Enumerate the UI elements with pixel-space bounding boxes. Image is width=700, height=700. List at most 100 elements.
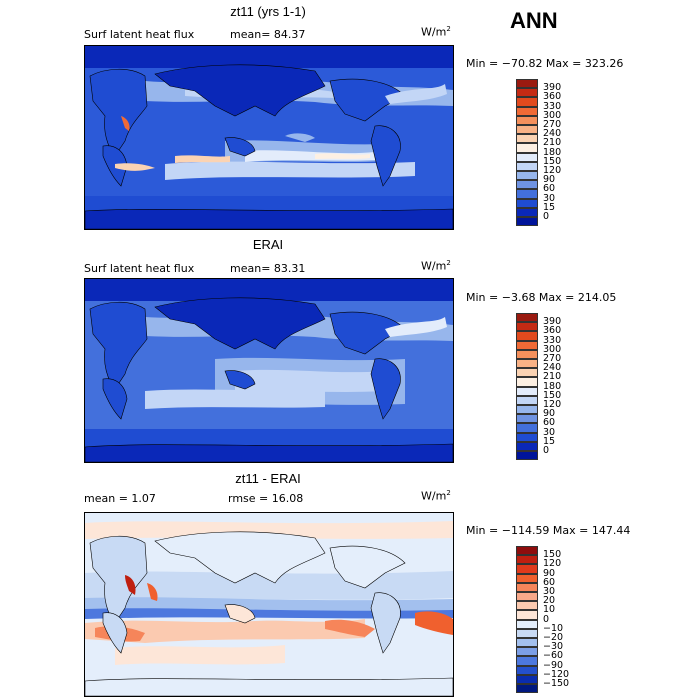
colorbar-tick-label: −60 — [543, 650, 564, 662]
colorbar-swatch — [516, 322, 538, 332]
colorbar-tick-label: 360 — [543, 325, 562, 337]
colorbar-tick-label: 20 — [543, 595, 556, 607]
panel2-mean: mean= 83.31 — [230, 262, 306, 275]
colorbar-tick-label: 390 — [543, 82, 562, 94]
colorbar-swatch — [516, 349, 538, 359]
colorbar-swatch — [516, 414, 538, 424]
colorbar-tick-label: 270 — [543, 119, 562, 130]
colorbar-tick-label: 90 — [543, 174, 556, 186]
colorbar-swatch — [516, 331, 538, 341]
colorbar-swatch — [516, 171, 538, 181]
colorbar-swatch — [516, 647, 538, 657]
panel2-title: ERAI — [252, 237, 284, 252]
panel2-variable-label: Surf latent heat flux — [84, 262, 195, 275]
colorbar-tick-label: 210 — [543, 137, 562, 149]
colorbar-tick-label: 360 — [543, 91, 562, 103]
panel3-units: W/m2 — [421, 489, 451, 503]
colorbar-tick-label: 120 — [543, 558, 562, 570]
colorbar-swatch — [516, 180, 538, 190]
colorbar-swatch — [516, 152, 538, 162]
colorbar-tick-label: 330 — [543, 100, 562, 112]
colorbar-swatch — [516, 405, 538, 415]
panel3-minmax: Min = −114.59 Max = 147.44 — [466, 524, 631, 537]
colorbar-swatch — [516, 441, 538, 451]
panel3-title: zt11 - ERAI — [235, 471, 301, 486]
colorbar-tick-label: 240 — [543, 362, 562, 374]
colorbar-tick-label: 150 — [543, 549, 562, 561]
colorbar-tick-label: −120 — [543, 668, 570, 680]
colorbar-swatch — [516, 656, 538, 666]
colorbar-tick-label: 300 — [543, 343, 562, 355]
colorbar-swatch — [516, 423, 538, 433]
colorbar-swatch — [516, 395, 538, 405]
colorbar-swatch — [516, 368, 538, 378]
colorbar-tick-label: 300 — [543, 109, 562, 121]
colorbar-swatch — [516, 564, 538, 574]
colorbar-tick-label: 210 — [543, 371, 562, 383]
colorbar-tick-label: 90 — [543, 408, 556, 420]
colorbar-tick-label: 390 — [543, 316, 562, 328]
colorbar-swatch — [516, 377, 538, 387]
colorbar-tick-label: 0 — [543, 613, 550, 625]
colorbar-swatch — [516, 161, 538, 171]
colorbar-tick-label: 30 — [543, 426, 556, 438]
colorbar-tick-label: −20 — [543, 632, 564, 643]
panel1-map — [84, 45, 454, 230]
colorbar-swatch — [516, 217, 538, 227]
colorbar-tick-label: 0 — [543, 211, 550, 222]
colorbar-tick-label: 120 — [543, 399, 562, 410]
colorbar-swatch — [516, 665, 538, 675]
colorbar-tick-label: −90 — [543, 659, 564, 671]
season-label: ANN — [510, 8, 558, 33]
colorbar-swatch — [516, 134, 538, 144]
colorbar-swatch — [516, 359, 538, 369]
colorbar-tick-label: 330 — [543, 334, 562, 346]
colorbar-tick-label: −10 — [543, 622, 564, 634]
colorbar-swatch — [516, 198, 538, 208]
colorbar-tick-label: 90 — [543, 567, 556, 579]
colorbar-swatch — [516, 628, 538, 638]
colorbar-swatch — [516, 555, 538, 565]
colorbar-swatch — [516, 638, 538, 648]
colorbar-tick-label: −30 — [543, 641, 564, 653]
colorbar-swatch — [516, 340, 538, 350]
colorbar-swatch — [516, 115, 538, 125]
panel1-title: zt11 (yrs 1-1) — [230, 4, 306, 19]
colorbar-swatch — [516, 451, 538, 461]
colorbar-tick-label: 150 — [543, 155, 562, 167]
colorbar-tick-label: −150 — [543, 678, 570, 689]
colorbar-tick-label: 240 — [543, 128, 562, 140]
colorbar-swatch — [516, 313, 538, 323]
colorbar-tick-label: 0 — [543, 445, 550, 456]
colorbar-swatch — [516, 79, 538, 89]
colorbar-swatch — [516, 143, 538, 153]
colorbar-tick-label: 15 — [543, 201, 556, 213]
colorbar-swatch — [516, 88, 538, 98]
colorbar-tick-label: 180 — [543, 380, 562, 392]
colorbar-swatch — [516, 386, 538, 396]
colorbar-swatch — [516, 619, 538, 629]
colorbar-tick-label: 60 — [543, 576, 556, 588]
colorbar-tick-label: 270 — [543, 353, 562, 364]
panel2-minmax: Min = −3.68 Max = 214.05 — [466, 291, 617, 304]
panel3-map — [84, 512, 454, 697]
colorbar-tick-label: 15 — [543, 435, 556, 447]
colorbar-swatch — [516, 684, 538, 694]
colorbar-swatch — [516, 207, 538, 217]
panel3-rmse: rmse = 16.08 — [228, 492, 304, 505]
colorbar-swatch — [516, 592, 538, 602]
colorbar-swatch — [516, 432, 538, 442]
colorbar-swatch — [516, 610, 538, 620]
colorbar-tick-label: 60 — [543, 417, 556, 429]
panel1-minmax: Min = −70.82 Max = 323.26 — [466, 57, 624, 70]
panel3-mean: mean = 1.07 — [84, 492, 156, 505]
colorbar-tick-label: 30 — [543, 192, 556, 204]
colorbar-swatch — [516, 674, 538, 684]
panel1-variable-label: Surf latent heat flux — [84, 28, 195, 41]
colorbar-tick-label: 10 — [543, 604, 556, 616]
colorbar-swatch — [516, 582, 538, 592]
colorbar-tick-label: 120 — [543, 165, 562, 176]
colorbar-tick-label: 150 — [543, 389, 562, 401]
colorbar-swatch — [516, 125, 538, 135]
panel1-mean: mean= 84.37 — [230, 28, 306, 41]
